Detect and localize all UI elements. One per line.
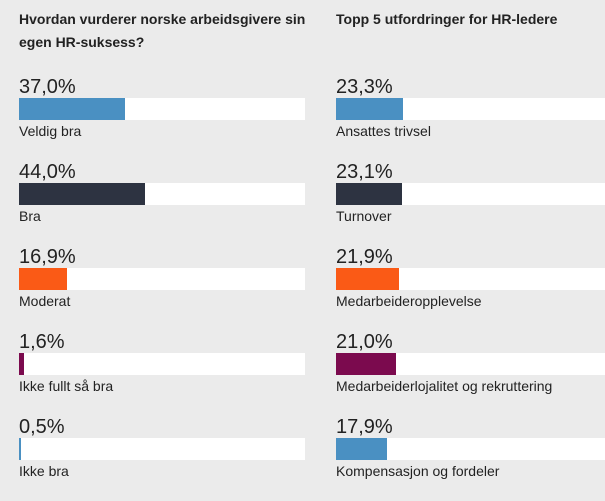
bar-track [336, 438, 605, 460]
bar-value-label: 17,9% [336, 416, 393, 438]
bar-track [19, 183, 305, 205]
bar-fill [19, 438, 21, 460]
bar-value-label: 21,0% [336, 331, 393, 353]
bar-fill [19, 98, 125, 120]
bar-track [19, 353, 305, 375]
bar-item: 23,1% Turnover [336, 161, 605, 246]
bar-item: 21,9% Medarbeideropplevelse [336, 246, 605, 331]
bar-value-label: 21,9% [336, 246, 393, 268]
bar-category-label: Bra [19, 208, 41, 224]
bar-value-label: 23,1% [336, 161, 393, 183]
bar-fill [19, 353, 24, 375]
bar-track [336, 268, 605, 290]
bar-track [19, 268, 305, 290]
chart-title: Topp 5 utfordringer for HR-ledere [336, 11, 558, 27]
bar-category-label: Ikke fullt så bra [19, 378, 114, 394]
bar-category-label: Veldig bra [19, 123, 82, 139]
bar-fill [336, 353, 397, 375]
bar-item: 37,0% Veldig bra [19, 76, 305, 161]
bar-value-label: 0,5% [19, 416, 65, 438]
bar-value-label: 23,3% [336, 76, 393, 98]
bar-category-label: Ikke bra [19, 463, 69, 479]
bar-category-label: Ansattes trivsel [336, 123, 431, 139]
bar-item: 17,9% Kompensasjon og fordeler [336, 416, 605, 501]
bar-fill [19, 268, 68, 290]
chart-title: Hvordan vurderer norske arbeidsgivere si… [19, 11, 306, 50]
bar-value-label: 44,0% [19, 161, 76, 183]
bar-item: 21,0% Medarbeiderlojalitet og rekrutterin… [336, 331, 605, 416]
bar-fill [336, 438, 388, 460]
bar-value-label: 1,6% [19, 331, 65, 353]
bar-category-label: Medarbeiderlojalitet og rekruttering [336, 378, 553, 394]
bar-category-label: Moderat [19, 293, 71, 309]
bar-fill [336, 268, 399, 290]
bar-track [336, 353, 605, 375]
bar-item: 44,0% Bra [19, 161, 305, 246]
bar-fill [19, 183, 145, 205]
bar-category-label: Turnover [336, 208, 392, 224]
bar-value-label: 37,0% [19, 76, 76, 98]
bar-value-label: 16,9% [19, 246, 76, 268]
bar-fill [336, 183, 403, 205]
bar-item: 16,9% Moderat [19, 246, 305, 331]
bar-item: 0,5% Ikke bra [19, 416, 305, 501]
bar-track [19, 438, 305, 460]
bar-track [336, 183, 605, 205]
bar-category-label: Medarbeideropplevelse [336, 293, 482, 309]
bar-category-label: Kompensasjon og fordeler [336, 463, 500, 479]
bar-item: 23,3% Ansattes trivsel [336, 76, 605, 161]
bar-fill [336, 98, 403, 120]
bar-item: 1,6% Ikke fullt så bra [19, 331, 305, 416]
bar-track [336, 98, 605, 120]
bar-track [19, 98, 305, 120]
